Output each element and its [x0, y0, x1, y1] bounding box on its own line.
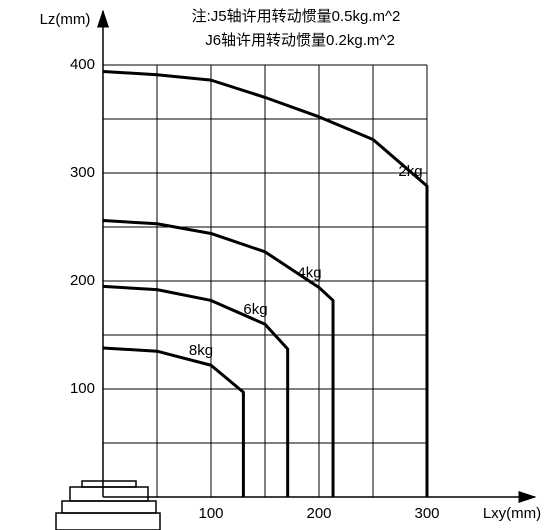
- series-label: 6kg: [243, 301, 267, 318]
- series-label: 2kg: [398, 163, 422, 180]
- note-line: J6轴许用转动惯量0.2kg.m^2: [205, 32, 395, 49]
- series-label: 8kg: [189, 342, 213, 359]
- y-axis-label: Lz(mm): [40, 11, 91, 28]
- series-line: [102, 346, 245, 497]
- x-tick-label: 300: [414, 505, 439, 522]
- series-line: [102, 219, 335, 497]
- series-line: [102, 284, 290, 497]
- note-line: 注:J5轴许用转动惯量0.5kg.m^2: [192, 8, 401, 25]
- y-tick-label: 200: [70, 272, 95, 289]
- series-line: [102, 69, 429, 497]
- y-tick-label: 300: [70, 164, 95, 181]
- x-axis-label: Lxy(mm): [483, 505, 541, 522]
- x-tick-label: 100: [198, 505, 223, 522]
- y-tick-label: 100: [70, 380, 95, 397]
- y-tick-label: 400: [70, 56, 95, 73]
- robot-icon: [55, 480, 161, 530]
- x-tick-label: 200: [306, 505, 331, 522]
- series-label: 4kg: [297, 264, 321, 281]
